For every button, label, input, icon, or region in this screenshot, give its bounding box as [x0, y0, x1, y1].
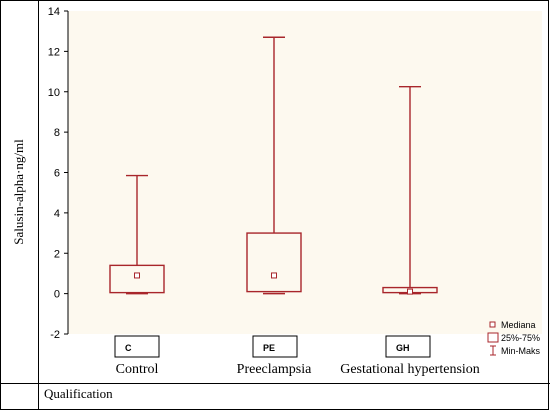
y-tick-label: -2: [50, 329, 60, 341]
box-pe: [246, 36, 302, 295]
group-name-label: Preeclampsia: [237, 362, 312, 377]
table-vertical-divider: [38, 0, 39, 410]
table-horizontal-divider: [0, 383, 550, 384]
median-marker: [271, 272, 277, 279]
legend: Mediana 25%-75% Min-Maks: [487, 320, 541, 356]
y-tick-label: 6: [54, 168, 60, 180]
legend-whisker-label: Min-Maks: [501, 346, 541, 356]
y-tick-label: 12: [48, 46, 60, 58]
x-tick-gh: GH Gestational hypertension: [340, 335, 480, 377]
y-tick-label: 2: [54, 248, 60, 260]
iqr-box: [109, 264, 165, 294]
legend-box-symbol: [487, 332, 499, 343]
legend-median-symbol: [489, 321, 496, 328]
median-marker: [134, 272, 140, 279]
iqr-box: [246, 232, 302, 293]
group-code-label: PE: [263, 343, 275, 353]
group-code-box: [114, 335, 160, 358]
y-tick-label: 8: [54, 127, 60, 139]
group-code-box: [252, 335, 298, 358]
group-name-label: Control: [116, 362, 159, 377]
box-series: [109, 36, 438, 295]
box-c: [109, 174, 165, 295]
x-axis-tick-labels: C Control PE Preeclampsia GH Gestational hype…: [114, 335, 480, 377]
box-plot-chart: -2 0 2 4 6 8 10 12 14 C Control PE Preeclampsia GH Ge…: [48, 6, 542, 377]
median-marker: [407, 288, 413, 295]
legend-median-label: Mediana: [501, 320, 536, 330]
box-gh: [382, 86, 438, 295]
y-tick-label: 10: [48, 87, 60, 99]
group-code-box: [385, 335, 431, 358]
y-tick-label: 0: [54, 289, 60, 301]
x-tick-c: C Control: [114, 335, 160, 377]
group-name-label: Gestational hypertension: [340, 362, 480, 377]
group-code-label: GH: [396, 343, 410, 353]
y-axis: -2 0 2 4 6 8 10 12 14: [48, 6, 69, 341]
y-tick-label: 4: [54, 208, 60, 220]
x-tick-pe: PE Preeclampsia: [237, 335, 312, 377]
group-code-label: C: [125, 343, 132, 353]
legend-box-label: 25%-75%: [501, 333, 540, 343]
y-tick-label: 14: [48, 6, 60, 18]
x-axis-label: Qualification: [44, 386, 113, 401]
